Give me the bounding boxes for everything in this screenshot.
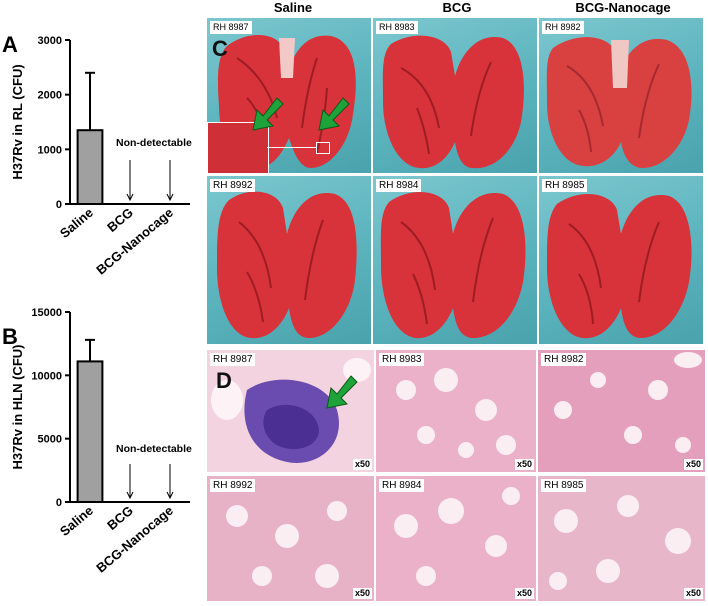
- bar: [76, 129, 104, 205]
- lung-photo-bcg-nanocage-2: RH 8985: [539, 176, 703, 344]
- lung-photo-saline-1: RH 8987: [207, 18, 371, 173]
- y-tick-label: 1000: [38, 144, 62, 156]
- animal-id-label: RH 8983: [376, 21, 418, 34]
- arrow-head: [166, 193, 174, 202]
- panel-label-d: D: [216, 368, 232, 393]
- histology-saline-1: RH 8987 x50: [207, 350, 374, 472]
- arrow-head: [126, 193, 134, 202]
- animal-id-label: RH 8985: [542, 179, 588, 192]
- animal-id-label: RH 8992: [210, 479, 256, 492]
- arrow-head: [166, 491, 174, 500]
- y-tick-label: 0: [56, 199, 62, 211]
- y-tick-label: 10000: [31, 370, 62, 382]
- lung-photo-saline-2: RH 8992: [207, 176, 371, 344]
- y-tick-label: 2000: [38, 90, 62, 102]
- animal-id-label: RH 8983: [379, 353, 425, 366]
- non-detectable-label: Non-detectable: [116, 443, 192, 455]
- y-axis-label: H37Rv in RL (CFU): [10, 64, 25, 179]
- animal-id-label: RH 8985: [541, 479, 587, 492]
- histology-bcg-nanocage-2: RH 8985 x50: [538, 476, 705, 601]
- lung-photo-bcg-1: RH 8983: [373, 18, 537, 173]
- magnification-label: x50: [352, 588, 372, 599]
- lung-photo-bcg-2: RH 8984: [373, 176, 537, 344]
- histology-saline-2: RH 8992 x50: [207, 476, 374, 601]
- y-tick-label: 0: [56, 497, 62, 509]
- lung-photo-bcg-nanocage-1: RH 8982: [539, 18, 703, 173]
- panel-label-b: B: [2, 324, 18, 349]
- y-tick-label: 15000: [31, 307, 62, 319]
- animal-id-label: RH 8982: [541, 353, 587, 366]
- green-arrow-icon: [326, 375, 358, 409]
- zoom-inset: [207, 122, 269, 173]
- column-header-bcg-nanocage: BCG-Nanocage: [575, 0, 671, 15]
- green-arrow-icon: [252, 97, 284, 131]
- y-tick-label: 3000: [38, 35, 62, 47]
- arrow-head: [126, 491, 134, 500]
- bar: [76, 360, 104, 504]
- panel-label-a: A: [2, 32, 18, 57]
- non-detectable-label: Non-detectable: [116, 137, 192, 149]
- magnification-label: x50: [514, 588, 534, 599]
- category-label: BCG: [104, 503, 136, 533]
- chart-b: 0 5000 10000 15000 H37Rv in HLN (CFU) Saline B…: [10, 307, 192, 576]
- magnification-label: x50: [683, 459, 703, 470]
- y-tick-label: 5000: [38, 434, 62, 446]
- column-header-saline: Saline: [273, 0, 313, 15]
- animal-id-label: RH 8992: [210, 179, 256, 192]
- histology-bcg-2: RH 8984 x50: [376, 476, 536, 601]
- animal-id-label: RH 8984: [376, 179, 422, 192]
- panel-label-c: C: [212, 36, 228, 61]
- y-axis-label: H37Rv in HLN (CFU): [10, 345, 25, 470]
- magnification-label: x50: [352, 459, 372, 470]
- magnification-label: x50: [683, 588, 703, 599]
- animal-id-label: RH 8987: [210, 353, 256, 366]
- green-arrow-icon: [318, 97, 350, 131]
- column-header-bcg: BCG: [442, 0, 472, 15]
- histology-bcg-1: RH 8983 x50: [376, 350, 536, 472]
- inset-connector: [267, 147, 316, 148]
- lesion-box: [316, 142, 330, 154]
- category-label: Saline: [57, 503, 96, 539]
- animal-id-label: RH 8982: [542, 21, 584, 34]
- magnification-label: x50: [514, 459, 534, 470]
- category-label: Saline: [57, 205, 96, 241]
- category-label: BCG: [104, 205, 136, 235]
- animal-id-label: RH 8984: [379, 479, 425, 492]
- animal-id-label: RH 8987: [210, 21, 252, 34]
- histology-bcg-nanocage-1: RH 8982 x50: [538, 350, 705, 472]
